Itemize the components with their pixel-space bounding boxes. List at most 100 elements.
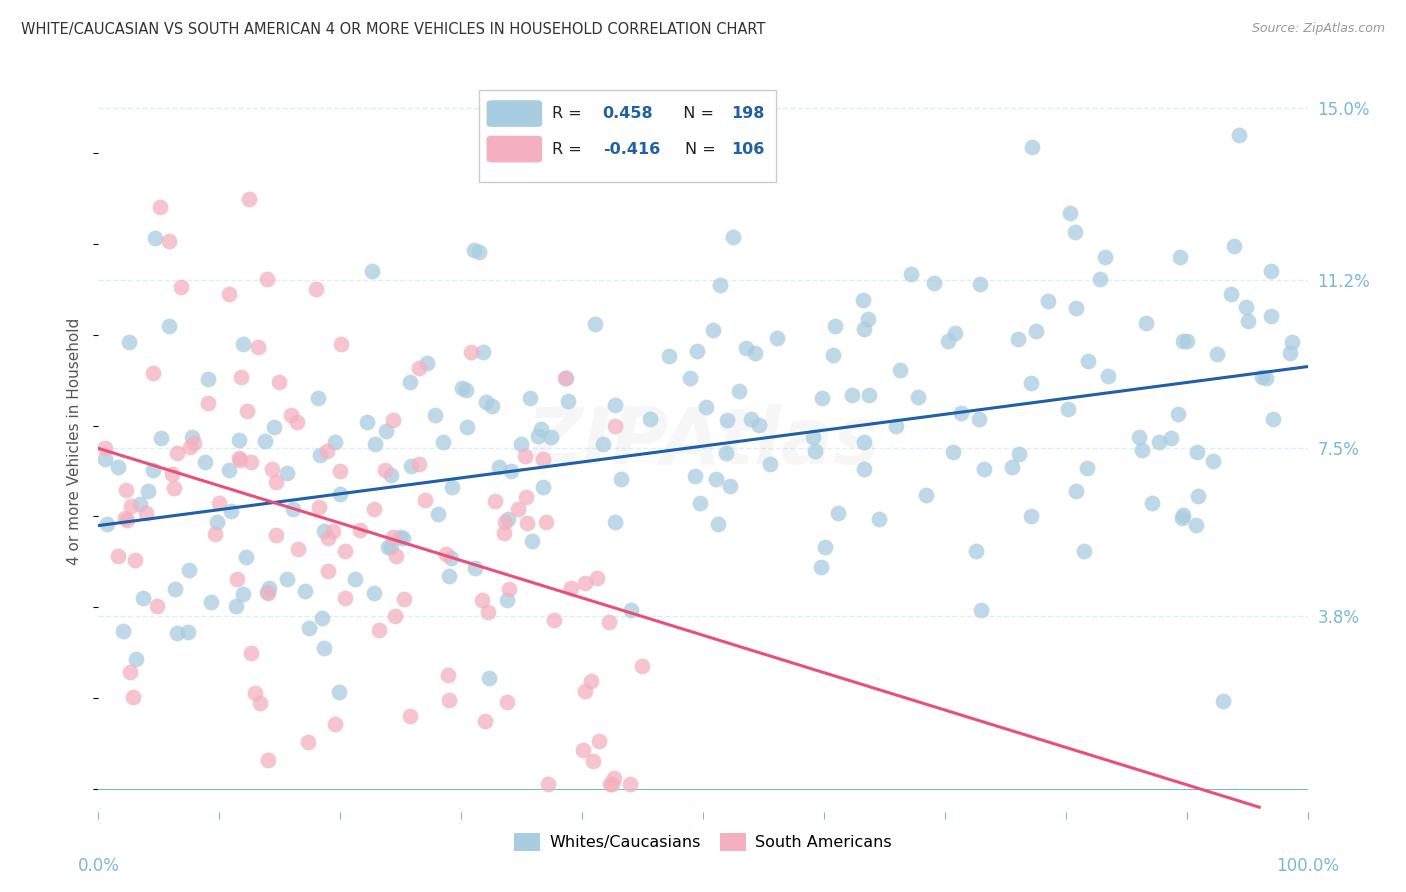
Point — [706, 516, 728, 531]
Point — [856, 311, 879, 326]
Point — [537, 777, 560, 791]
Point — [276, 572, 298, 586]
Point — [256, 272, 278, 286]
Point — [886, 419, 908, 434]
Point — [322, 524, 344, 539]
Point — [695, 401, 717, 415]
Point — [143, 231, 166, 245]
Text: WHITE/CAUCASIAN VS SOUTH AMERICAN 4 OR MORE VEHICLES IN HOUSEHOLD CORRELATION CH: WHITE/CAUCASIAN VS SOUTH AMERICAN 4 OR M… — [21, 22, 765, 37]
Point — [557, 393, 579, 408]
Point — [114, 511, 136, 525]
Point — [943, 326, 966, 340]
Point — [456, 383, 478, 397]
Point — [600, 777, 623, 791]
Point — [312, 641, 335, 656]
Point — [492, 526, 515, 541]
Point — [107, 459, 129, 474]
Point — [316, 564, 339, 578]
Point — [238, 192, 260, 206]
Point — [166, 625, 188, 640]
Point — [235, 549, 257, 564]
Point — [498, 512, 520, 526]
Point — [574, 575, 596, 590]
Point — [384, 609, 406, 624]
Point — [463, 243, 485, 257]
Point — [1076, 353, 1098, 368]
Point — [367, 623, 389, 637]
Point — [136, 483, 159, 498]
Point — [263, 420, 285, 434]
Point — [520, 534, 543, 549]
FancyBboxPatch shape — [486, 136, 543, 162]
Point — [1260, 309, 1282, 323]
Point — [1160, 431, 1182, 445]
Point — [605, 515, 627, 529]
Point — [560, 581, 582, 595]
Point — [1212, 694, 1234, 708]
Point — [702, 323, 724, 337]
Point — [679, 371, 702, 385]
Point — [120, 499, 142, 513]
Point — [555, 371, 578, 385]
Point — [432, 435, 454, 450]
Point — [276, 466, 298, 480]
Point — [349, 524, 371, 538]
Point — [1064, 483, 1087, 498]
Point — [900, 268, 922, 282]
Point — [478, 671, 501, 685]
Point — [619, 777, 641, 791]
Point — [312, 524, 335, 538]
Point — [228, 450, 250, 465]
Point — [1187, 489, 1209, 503]
Text: N =: N = — [685, 142, 721, 157]
Point — [467, 244, 489, 259]
Point — [494, 516, 516, 530]
Point — [363, 502, 385, 516]
Point — [620, 603, 643, 617]
Point — [232, 586, 254, 600]
Point — [495, 593, 517, 607]
Point — [727, 384, 749, 399]
Point — [1130, 442, 1153, 457]
Text: 198: 198 — [731, 106, 765, 121]
Point — [496, 695, 519, 709]
Point — [658, 349, 681, 363]
Point — [157, 318, 180, 333]
Point — [1260, 264, 1282, 278]
Point — [437, 569, 460, 583]
Point — [294, 583, 316, 598]
Point — [969, 603, 991, 617]
Text: ZIPAtlas: ZIPAtlas — [526, 403, 880, 480]
Point — [440, 480, 463, 494]
Point — [889, 363, 911, 377]
Point — [588, 734, 610, 748]
Point — [179, 440, 201, 454]
Point — [1140, 496, 1163, 510]
Point — [471, 592, 494, 607]
Point — [907, 390, 929, 404]
Point — [527, 429, 550, 443]
Point — [1007, 332, 1029, 346]
Point — [540, 430, 562, 444]
Text: R =: R = — [551, 142, 586, 157]
Point — [938, 334, 960, 348]
Point — [973, 462, 995, 476]
Point — [1025, 324, 1047, 338]
Point — [408, 360, 430, 375]
Point — [200, 594, 222, 608]
Point — [582, 754, 605, 768]
Point — [853, 435, 876, 450]
Point — [1097, 369, 1119, 384]
Point — [117, 513, 139, 527]
Point — [226, 573, 249, 587]
Point — [382, 530, 405, 544]
Point — [914, 488, 936, 502]
Point — [148, 200, 170, 214]
Point — [253, 434, 276, 448]
Point — [1057, 402, 1080, 417]
Point — [810, 559, 832, 574]
Point — [709, 278, 731, 293]
Point — [316, 444, 339, 458]
Point — [309, 448, 332, 462]
Point — [603, 398, 626, 412]
